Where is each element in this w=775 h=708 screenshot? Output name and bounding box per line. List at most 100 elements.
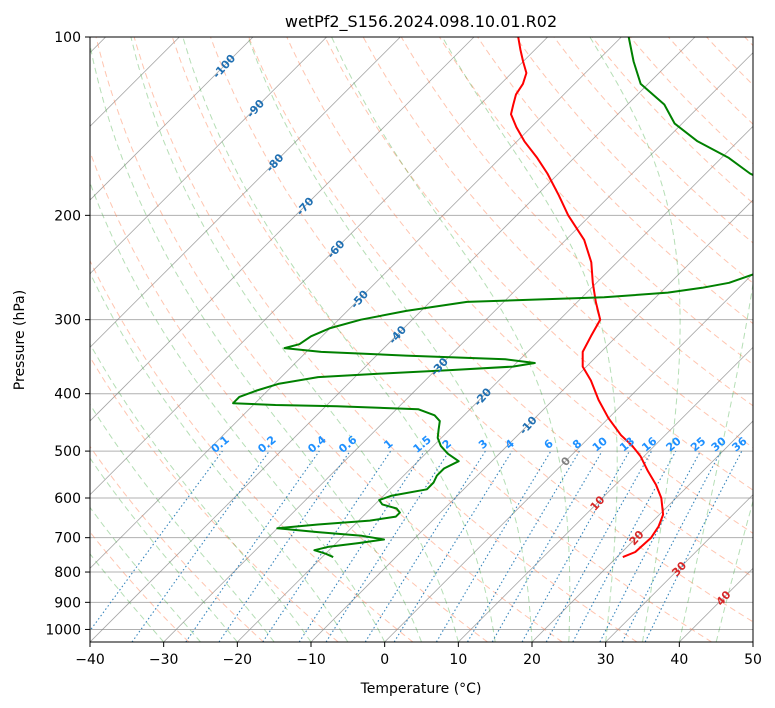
mixing-ratio-label: 8 [570,437,584,452]
isotherm-line [90,37,475,422]
mixing-ratio-label: 0.6 [336,433,360,456]
mixing-ratio-line [521,450,630,642]
mixing-ratio-label: 3 [476,437,490,452]
mixing-ratio-label: 0.1 [209,433,232,455]
isotherm-line [679,567,753,642]
dry-adiabat [90,150,488,642]
mixing-ratio-line [572,450,677,642]
mixing-ratio-line [599,450,701,642]
moist-adiabat [331,37,571,642]
mixing-ratio-label: 2 [440,437,454,452]
isotherm-label: 30 [669,559,689,579]
y-tick-label: 1000 [45,622,81,638]
dry-adiabat [744,37,753,47]
dry-adiabat [591,37,753,204]
dry-adiabat [706,37,753,86]
moist-adiabat [247,37,533,642]
isotherm-line [90,37,327,275]
dry-adiabat [553,37,753,244]
isotherm-line [90,37,622,569]
dry-adiabat [668,37,753,125]
x-tick-label: 10 [449,652,467,668]
mixing-ratio-line [364,450,486,642]
y-tick-label: 500 [54,444,81,460]
chart-title: wetPf2_S156.2024.098.10.01.R02 [285,12,557,32]
moist-adiabat [90,506,201,642]
plot-frame [89,36,754,643]
x-tick-label: −20 [223,652,253,668]
moist-adiabat [589,37,681,642]
dry-adiabat [286,37,753,534]
moist-adiabat [90,271,349,642]
y-tick-label: 600 [54,491,81,507]
x-tick-label: 0 [380,652,389,668]
y-tick-label: 100 [54,30,81,46]
moist-adiabat [715,499,753,642]
isotherm-label: 40 [714,588,734,608]
x-tick-label: −40 [75,652,105,668]
mixing-ratio-line [185,450,320,642]
moist-adiabat [90,553,165,642]
isotherm-line [458,346,753,642]
dry-adiabat [438,37,753,366]
dry-adiabat [95,37,563,642]
mixing-ratio-line [131,450,270,642]
isotherm-line [531,420,753,642]
mixing-ratio-label: 6 [542,437,556,452]
mixing-ratio-line [644,450,743,642]
y-axis-label: Pressure (hPa) [12,290,28,390]
y-tick-label: 400 [54,387,81,403]
mixing-ratio-line [467,450,580,642]
moist-adiabat [90,343,312,642]
x-tick-label: −30 [149,652,179,668]
dry-adiabat [629,37,753,165]
mixing-ratio-line [90,450,223,632]
moist-adiabat [90,42,422,642]
dry-adiabat [90,356,339,642]
dry-adiabat [90,259,414,642]
x-tick-label: 30 [597,652,615,668]
y-tick-label: 300 [54,313,81,329]
isotherm-line [237,125,753,642]
dry-adiabat [477,37,753,325]
isotherm-label: 10 [588,493,608,513]
dry-adiabat [90,445,264,642]
x-tick-label: 40 [670,652,688,668]
dry-adiabat [515,37,753,284]
temperature-profile-line [510,37,665,559]
isotherm-line [90,37,548,496]
isotherm-line [90,37,254,201]
x-axis-label: Temperature (°C) [360,681,482,697]
mixing-ratio-line [545,450,653,642]
isotherm-line [90,37,401,348]
y-tick-label: 900 [54,595,81,611]
dry-adiabat [400,37,753,407]
isotherm-line [752,641,753,642]
y-tick-label: 700 [54,531,81,547]
mixing-ratio-label: 1.5 [411,433,434,455]
x-tick-label: 50 [744,652,762,668]
mixing-ratio-line [262,450,392,642]
mixing-ratio-line [393,450,513,642]
isotherm-line [605,494,753,642]
isotherm-line [310,199,753,642]
mixing-ratio-line [298,450,425,642]
y-tick-label: 200 [54,208,81,224]
moist-adiabat [90,181,386,642]
dry-adiabat [362,37,753,449]
mixing-ratio-label: 0.4 [305,433,329,456]
mixing-ratio-line [435,450,552,642]
moist-adiabat [130,37,459,642]
mixing-ratio-line [218,450,351,642]
dry-adiabat [133,37,638,642]
moist-adiabat [182,37,496,642]
isotherm-line [384,273,753,642]
moist-adiabat [90,457,238,642]
moist-adiabat [678,280,753,642]
dry-adiabat [248,37,753,578]
dry-adiabat [90,531,190,642]
moist-adiabat [90,403,275,642]
dewpoint-profile-line [232,37,753,559]
y-tick-label: 800 [54,565,81,581]
